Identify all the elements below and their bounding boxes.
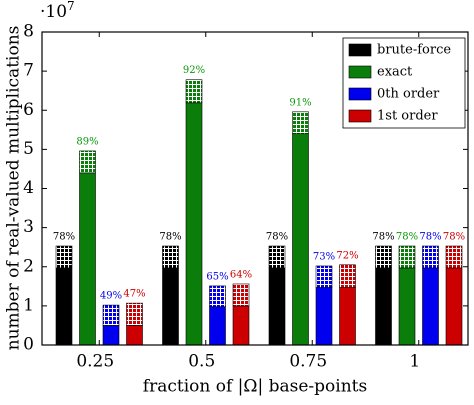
percent-label: 65% — [206, 271, 228, 282]
y-tick-label: 4 — [23, 178, 34, 198]
y-tick-label: 5 — [23, 139, 34, 159]
bar-segment — [102, 325, 120, 346]
percent-label: 73% — [313, 251, 335, 262]
bar-segment-hatched — [315, 265, 333, 288]
legend-swatch — [348, 87, 372, 101]
percent-label: 47% — [123, 289, 145, 300]
bar-segment — [232, 305, 250, 346]
legend-label: exact — [377, 65, 413, 80]
y-tick-label: 3 — [23, 217, 34, 237]
bar-segment — [268, 267, 286, 346]
bar-segment-hatched — [126, 302, 143, 326]
percent-label: 64% — [230, 269, 252, 280]
percent-label: 78% — [159, 232, 181, 243]
y-tick-label: 7 — [23, 61, 34, 81]
bar-segment-hatched — [55, 245, 73, 269]
percent-label: 89% — [76, 136, 98, 147]
bar-segment — [375, 267, 392, 346]
bar-segment — [422, 267, 439, 346]
legend-label: brute-force — [377, 43, 451, 58]
bar-segment-hatched — [185, 79, 203, 104]
bar-segment — [209, 306, 226, 346]
y-tick-label: 6 — [23, 100, 34, 120]
bar-segment-hatched — [268, 245, 286, 269]
legend-label: 0th order — [377, 87, 440, 102]
x-axis-title: fraction of |Ω| base-points — [143, 377, 367, 397]
y-tick-label: 8 — [23, 22, 34, 42]
percent-label: 49% — [100, 291, 122, 302]
legend-label: 1st order — [377, 109, 438, 124]
bar-segment-hatched — [398, 245, 416, 269]
plot-frame — [41, 31, 469, 346]
bar-segment — [292, 133, 309, 346]
percent-label: 78% — [443, 232, 465, 243]
y-tick-label: 2 — [23, 256, 34, 276]
legend-swatch — [348, 43, 372, 57]
percent-label: 78% — [266, 232, 288, 243]
percent-label: 92% — [183, 65, 205, 76]
percent-label: 72% — [336, 250, 358, 261]
bar-segment-hatched — [422, 245, 439, 269]
bar-segment-hatched — [445, 245, 463, 269]
x-tick-label: 0.5 — [188, 352, 215, 372]
percent-label: 78% — [372, 232, 394, 243]
bar-segment — [185, 102, 203, 346]
bar-segment-hatched — [292, 111, 309, 135]
percent-label: 78% — [53, 232, 75, 243]
y-tick-label: 0 — [23, 335, 34, 355]
bar-segment-hatched — [162, 245, 179, 269]
percent-label: 91% — [289, 97, 311, 108]
bar-segment-hatched — [232, 283, 250, 307]
x-tick-label: 0.25 — [76, 352, 114, 372]
x-tick-label: 0.75 — [289, 352, 327, 372]
bar-segment — [339, 287, 356, 346]
bar-segment-hatched — [209, 285, 226, 307]
bar-segment-hatched — [339, 264, 356, 288]
bar-segment — [126, 325, 143, 346]
bar-segment — [398, 267, 416, 346]
legend-swatch — [348, 109, 372, 123]
y-axis-title: number of real-valued multiplications — [4, 26, 24, 351]
bar-segment — [79, 172, 96, 346]
bar-segment-hatched — [79, 150, 96, 174]
bar-segment-hatched — [375, 245, 392, 269]
y-scale: ·107 — [40, 0, 75, 22]
bar-segment — [55, 267, 73, 346]
y-tick-label: 1 — [23, 295, 34, 315]
x-tick-label: 1 — [409, 352, 420, 372]
y-scale-base: ·10 — [40, 2, 67, 22]
bar-segment — [162, 267, 179, 346]
bar-segment-hatched — [102, 304, 120, 326]
y-scale-exponent: 7 — [67, 0, 75, 13]
bar-segment — [315, 287, 333, 346]
legend-swatch — [348, 65, 372, 79]
bar-segment — [445, 267, 463, 346]
percent-label: 78% — [419, 232, 441, 243]
percent-label: 78% — [396, 232, 418, 243]
